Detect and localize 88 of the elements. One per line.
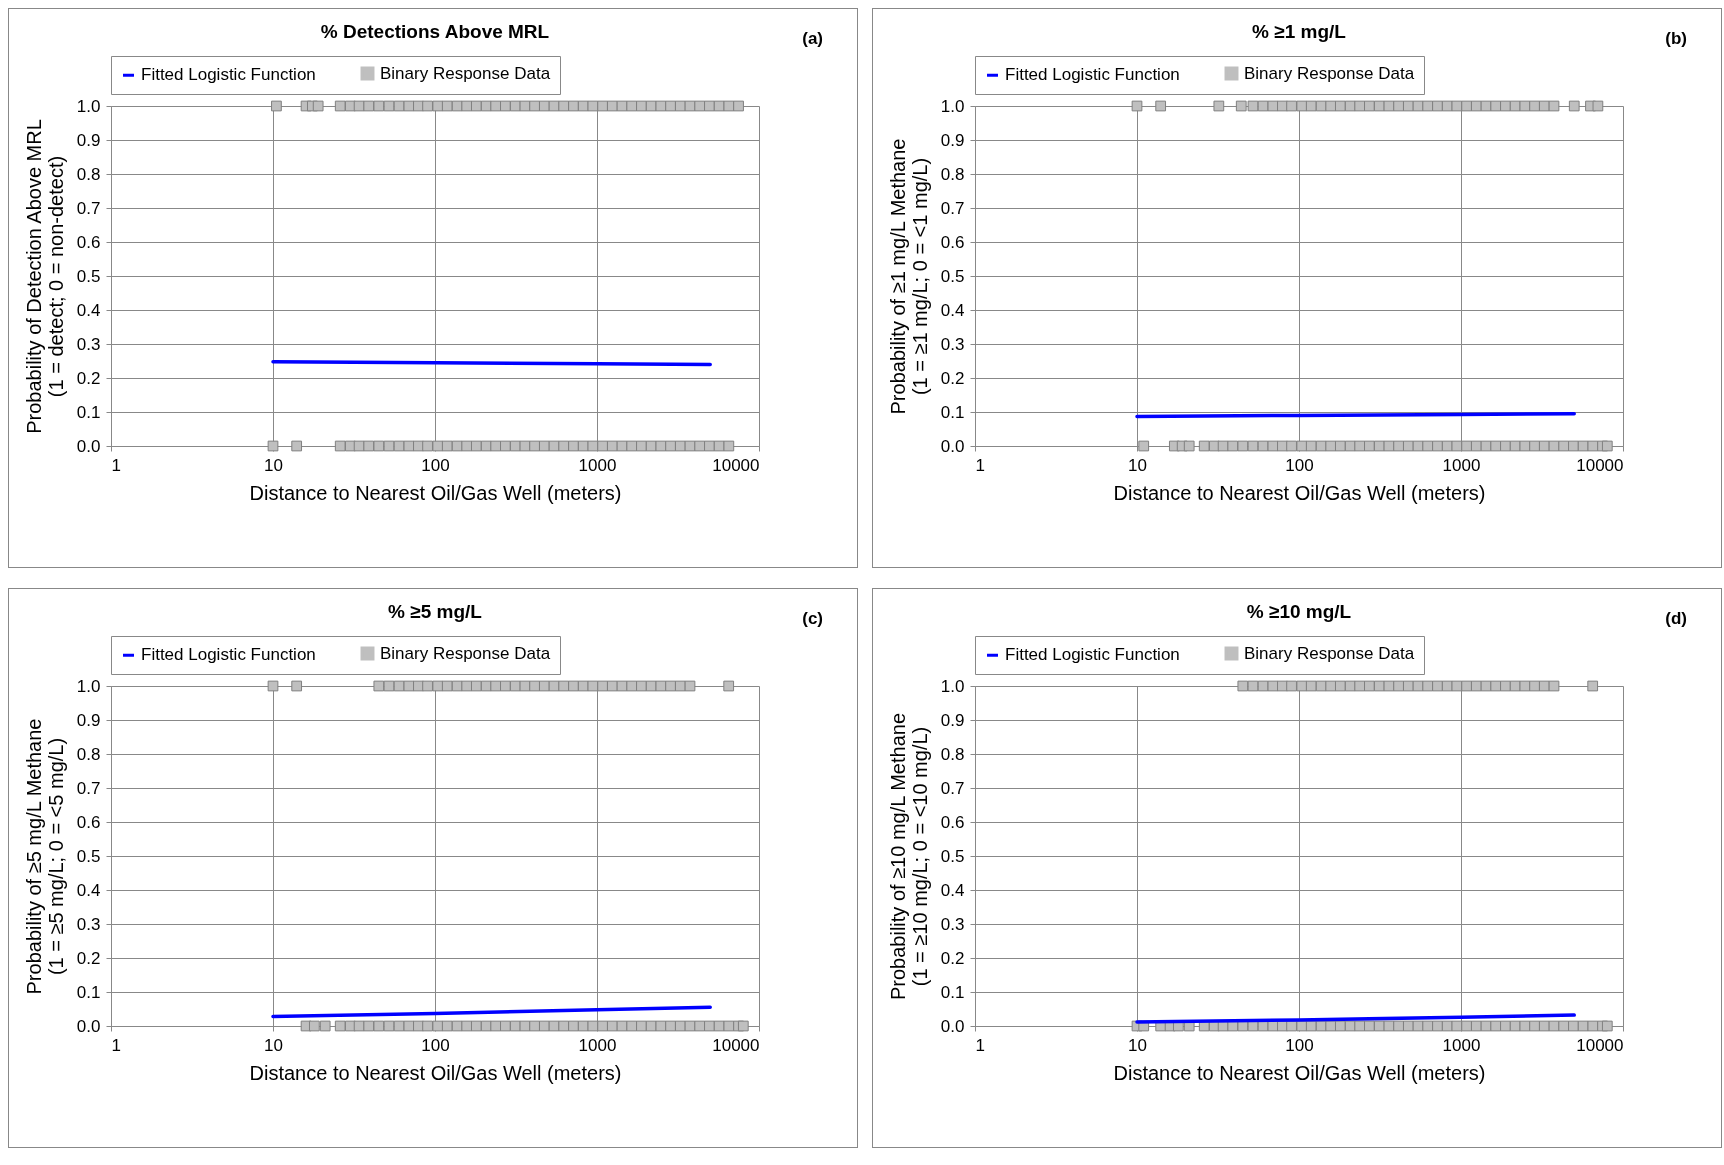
x-tick-label: 10000 xyxy=(1576,455,1624,475)
text: (c) xyxy=(802,609,823,629)
y-tick-label: 0.3 xyxy=(76,914,101,934)
x-tick-label: 100 xyxy=(421,1035,450,1055)
y-tick-label: 0.5 xyxy=(76,266,101,286)
y-axis-title: Probability of ≥5 mg/L Methane (1 = ≥5 mg/L; 0 = <5 mg/L) xyxy=(22,718,67,995)
x-tick-label: 1000 xyxy=(1442,455,1481,475)
x-tick-label: 10 xyxy=(264,1035,283,1055)
y-tick-label: 0.7 xyxy=(76,778,101,798)
x-tick-label: 1000 xyxy=(578,455,617,475)
y-tick-label: 0.9 xyxy=(940,710,965,730)
x-tick-label: 1 xyxy=(975,1035,985,1055)
y-tick-label: 0.1 xyxy=(940,402,965,422)
y-tick-label: 1.0 xyxy=(940,676,965,696)
y-tick-label: 0.7 xyxy=(940,198,965,218)
x-tick-label: 100 xyxy=(1285,455,1314,475)
y-tick-label: 0.1 xyxy=(76,402,101,422)
y-tick-label: 0.6 xyxy=(940,232,965,252)
chart-title: % ≥1 mg/L xyxy=(1252,20,1347,42)
y-tick-label: 0.5 xyxy=(76,846,101,866)
y-tick-label: 0.6 xyxy=(76,812,101,832)
y-tick-label: 0.8 xyxy=(76,744,101,764)
y-tick-label: 0.2 xyxy=(76,368,101,388)
y-tick-label: 0.8 xyxy=(940,164,965,184)
x-tick-label: 10 xyxy=(264,455,283,475)
y-tick-label: 0.8 xyxy=(76,164,101,184)
legend-label: Binary Response Data xyxy=(380,63,551,83)
legend-label: Fitted Logistic Function xyxy=(141,645,316,665)
x-axis-title: Distance to Nearest Oil/Gas Well (meters) xyxy=(249,1061,622,1084)
legend-label: Fitted Logistic Function xyxy=(1005,65,1180,85)
y-tick-label: 0.3 xyxy=(940,914,965,934)
y-tick-label: 1.0 xyxy=(76,676,101,696)
x-tick-label: 1 xyxy=(111,455,121,475)
y-tick-label: 0.3 xyxy=(940,334,965,354)
y-tick-label: 0.5 xyxy=(940,266,965,286)
x-tick-label: 10000 xyxy=(712,1035,760,1055)
chart-title: % ≥5 mg/L xyxy=(388,600,483,622)
legend-label: Fitted Logistic Function xyxy=(1005,645,1180,665)
legend-label: Binary Response Data xyxy=(1244,63,1415,83)
y-tick-label: 0.7 xyxy=(76,198,101,218)
chart-title: % ≥10 mg/L xyxy=(1246,600,1352,622)
legend-label: Fitted Logistic Function xyxy=(141,65,316,85)
y-tick-label: 0.2 xyxy=(940,948,965,968)
y-tick-label: 0.7 xyxy=(940,778,965,798)
y-tick-label: 0.9 xyxy=(76,130,101,150)
y-axis-title: Probability of ≥1 mg/L Methane (1 = ≥1 mg/L; 0 = <1 mg/L) xyxy=(886,138,931,415)
y-tick-label: 0.0 xyxy=(940,1016,965,1036)
y-tick-label: 0.6 xyxy=(76,232,101,252)
y-tick-label: 0.4 xyxy=(940,300,965,320)
y-tick-label: 0.0 xyxy=(76,1016,101,1036)
legend-label: Binary Response Data xyxy=(1244,643,1415,663)
chart-title: % Detections Above MRL xyxy=(320,20,550,42)
y-tick-label: 0.5 xyxy=(940,846,965,866)
y-tick-label: 0.2 xyxy=(940,368,965,388)
y-tick-label: 1.0 xyxy=(76,96,101,116)
x-tick-label: 1 xyxy=(111,1035,121,1055)
y-tick-label: 0.1 xyxy=(940,982,965,1002)
x-tick-label: 10000 xyxy=(712,455,760,475)
x-tick-label: 10 xyxy=(1128,455,1147,475)
y-tick-label: 0.9 xyxy=(940,130,965,150)
x-axis-title: Distance to Nearest Oil/Gas Well (meters) xyxy=(249,481,622,504)
x-tick-label: 10000 xyxy=(1576,1035,1624,1055)
y-tick-label: 0.0 xyxy=(76,436,101,456)
y-tick-label: 0.9 xyxy=(76,710,101,730)
y-tick-label: 0.8 xyxy=(940,744,965,764)
y-tick-label: 0.4 xyxy=(940,880,965,900)
y-tick-label: 0.4 xyxy=(76,300,101,320)
y-axis-title: Probability of ≥10 mg/L Methane (1 = ≥10 mg/L; 0 = <10 mg/L) xyxy=(886,712,931,1001)
y-tick-label: 0.4 xyxy=(76,880,101,900)
x-tick-label: 100 xyxy=(1285,1035,1314,1055)
y-tick-label: 1.0 xyxy=(940,96,965,116)
text: (d) xyxy=(1665,609,1687,629)
y-tick-label: 0.1 xyxy=(76,982,101,1002)
x-tick-label: 100 xyxy=(421,455,450,475)
x-axis-title: Distance to Nearest Oil/Gas Well (meters) xyxy=(1113,481,1486,504)
x-tick-label: 10 xyxy=(1128,1035,1147,1055)
y-tick-label: 0.6 xyxy=(940,812,965,832)
legend-label: Binary Response Data xyxy=(380,643,551,663)
x-axis-title: Distance to Nearest Oil/Gas Well (meters) xyxy=(1113,1061,1486,1084)
y-tick-label: 0.2 xyxy=(76,948,101,968)
text: (b) xyxy=(1665,29,1687,49)
x-tick-label: 1 xyxy=(975,455,985,475)
text: (a) xyxy=(802,29,823,49)
x-tick-label: 1000 xyxy=(578,1035,617,1055)
y-axis-title: Probability of Detection Above MRL (1 = detect; 0 = non-detect) xyxy=(22,119,67,434)
x-tick-label: 1000 xyxy=(1442,1035,1481,1055)
y-tick-label: 0.3 xyxy=(76,334,101,354)
y-tick-label: 0.0 xyxy=(940,436,965,456)
